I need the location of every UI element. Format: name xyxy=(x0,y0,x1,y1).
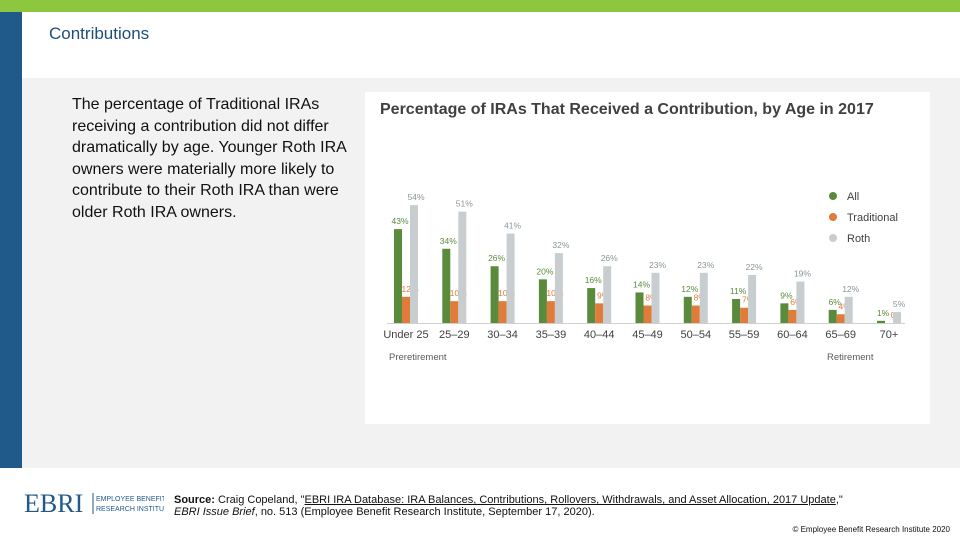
data-label-all-8: 9% xyxy=(780,290,793,300)
data-label-roth-6: 23% xyxy=(697,260,714,270)
legend-marker-roth xyxy=(829,234,837,242)
data-label-roth-4: 26% xyxy=(601,253,618,263)
bar-traditional-2 xyxy=(498,301,507,323)
bar-all-1 xyxy=(442,248,451,323)
copyright: © Employee Benefit Research Institute 20… xyxy=(792,525,950,534)
x-tick-label-5: 45–49 xyxy=(632,329,663,341)
bar-roth-2 xyxy=(506,233,515,323)
body-text: The percentage of Traditional IRAs recei… xyxy=(72,96,346,221)
data-label-roth-0: 54% xyxy=(407,192,424,202)
bar-roth-7 xyxy=(748,274,757,323)
bar-roth-1 xyxy=(458,211,467,323)
data-label-roth-5: 23% xyxy=(649,260,666,270)
source-author: Craig Copeland, " xyxy=(218,494,305,506)
bar-roth-3 xyxy=(554,253,563,323)
logo-subtext-line1: EMPLOYEE BENEFIT xyxy=(96,496,164,503)
source-citation: Source: Craig Copeland, "EBRI IRA Databa… xyxy=(174,494,944,518)
data-label-roth-8: 19% xyxy=(794,269,811,279)
data-label-roth-7: 22% xyxy=(746,262,763,272)
source-publication: EBRI Issue Brief xyxy=(174,506,255,518)
bar-traditional-8 xyxy=(788,309,797,323)
data-label-all-3: 20% xyxy=(536,266,553,276)
data-label-roth-1: 51% xyxy=(456,199,473,209)
data-label-roth-3: 32% xyxy=(552,240,569,250)
x-tick-label-4: 40–44 xyxy=(584,329,615,341)
data-label-roth-9: 12% xyxy=(842,284,859,294)
x-tick-label-8: 60–64 xyxy=(777,329,808,341)
bar-traditional-9 xyxy=(836,314,845,323)
source-link[interactable]: EBRI IRA Database: IRA Balances, Contrib… xyxy=(304,494,836,506)
legend-label-traditional: Traditional xyxy=(847,212,898,224)
x-tick-label-3: 35–39 xyxy=(536,329,567,341)
x-tick-label-1: 25–29 xyxy=(439,329,470,341)
data-label-all-2: 26% xyxy=(488,253,505,263)
data-label-roth-2: 41% xyxy=(504,220,521,230)
x-tick-label-6: 50–54 xyxy=(681,329,712,341)
data-label-all-6: 12% xyxy=(681,284,698,294)
bar-all-5 xyxy=(635,292,644,323)
data-label-all-10: 1% xyxy=(877,308,890,318)
legend-label-roth: Roth xyxy=(847,233,870,245)
x-tick-label-9: 65–69 xyxy=(825,329,856,341)
annotation-retirement: Retirement xyxy=(827,352,874,363)
x-tick-label-2: 30–34 xyxy=(487,329,518,341)
bar-roth-9 xyxy=(844,296,853,323)
left-accent-bar xyxy=(0,12,22,468)
data-label-all-1: 34% xyxy=(440,236,457,246)
bar-traditional-0 xyxy=(402,296,410,323)
bar-roth-5 xyxy=(651,272,660,323)
bar-roth-8 xyxy=(796,281,805,323)
logo-subtext-line2: RESEARCH INSTITUTE xyxy=(96,506,164,513)
data-label-all-4: 16% xyxy=(585,275,602,285)
bar-traditional-1 xyxy=(450,301,459,323)
ebri-logo: EBRI EMPLOYEE BENEFIT RESEARCH INSTITUTE xyxy=(24,490,164,516)
bar-all-10 xyxy=(877,320,885,323)
bar-chart: 43%12%54%Under 2534%10%51%25–2926%10%41%… xyxy=(383,191,906,363)
bar-all-4 xyxy=(587,288,596,323)
logo-wordmark: EBRI xyxy=(24,490,83,516)
data-label-all-9: 6% xyxy=(829,297,842,307)
data-label-roth-10: 5% xyxy=(893,299,906,309)
bar-traditional-5 xyxy=(643,305,652,323)
bar-roth-6 xyxy=(699,272,708,323)
legend-label-all: All xyxy=(847,191,859,203)
x-tick-label-0: Under 25 xyxy=(383,329,428,341)
bar-all-3 xyxy=(538,279,547,323)
source-rest: , no. 513 (Employee Benefit Research Ins… xyxy=(254,506,595,518)
x-tick-label-10: 70+ xyxy=(880,329,899,341)
bar-all-0 xyxy=(394,229,402,323)
bar-all-8 xyxy=(780,303,789,323)
source-label: Source: xyxy=(174,494,215,506)
slide-header xyxy=(22,12,960,78)
data-label-all-7: 11% xyxy=(730,286,747,296)
data-label-all-5: 14% xyxy=(633,279,650,289)
source-after-link: ," xyxy=(835,494,843,506)
top-accent-bar xyxy=(0,0,960,12)
bar-roth-10 xyxy=(893,312,901,323)
slide-title: Contributions xyxy=(49,24,150,43)
chart-panel: Percentage of IRAs That Received a Contr… xyxy=(365,92,930,424)
legend-marker-all xyxy=(829,192,837,200)
bar-all-2 xyxy=(490,266,499,323)
bar-all-7 xyxy=(732,298,741,323)
annotation-preretirement: Preretirement xyxy=(389,352,447,363)
legend-marker-traditional xyxy=(829,213,837,221)
bar-traditional-4 xyxy=(595,303,604,323)
bar-all-6 xyxy=(683,296,692,323)
footer xyxy=(0,468,960,540)
bar-traditional-6 xyxy=(691,305,700,323)
bar-all-9 xyxy=(828,309,837,323)
bar-traditional-3 xyxy=(546,301,555,323)
x-tick-label-7: 55–59 xyxy=(729,329,760,341)
bar-traditional-7 xyxy=(740,307,749,323)
bar-roth-4 xyxy=(603,266,612,323)
bar-roth-0 xyxy=(410,205,418,323)
chart-title: Percentage of IRAs That Received a Contr… xyxy=(380,101,874,118)
data-label-all-0: 43% xyxy=(391,216,408,226)
